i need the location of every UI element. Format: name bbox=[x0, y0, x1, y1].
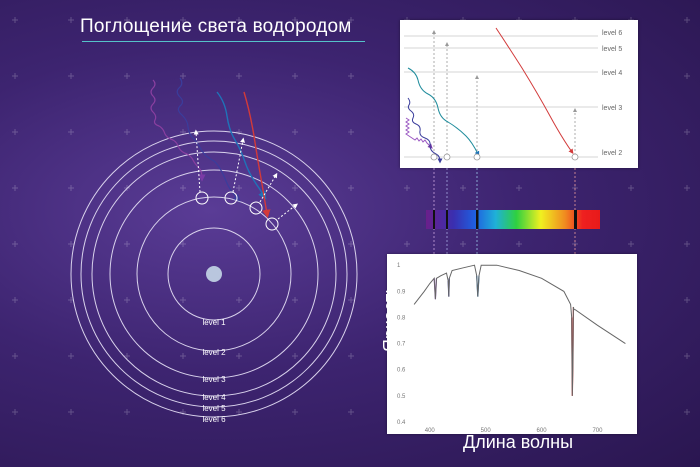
y-tick-label: 1 bbox=[397, 263, 401, 269]
orbit-level-1 bbox=[167, 227, 261, 321]
energy-level-3-label: level 3 bbox=[602, 105, 622, 112]
electron bbox=[195, 191, 209, 205]
energy-level-6-label: level 6 bbox=[602, 30, 622, 37]
y-tick-label: 0.5 bbox=[397, 394, 406, 400]
page-title: Поглощение света водородом bbox=[80, 16, 352, 37]
energy-level-2-label: level 2 bbox=[602, 150, 622, 157]
y-axis-title: Яркость bbox=[380, 284, 400, 352]
absorption-spectrum-bar bbox=[426, 210, 600, 229]
x-tick-label: 600 bbox=[537, 428, 548, 434]
y-tick-label: 0.9 bbox=[397, 289, 406, 295]
mini-photon-cyan bbox=[407, 67, 480, 157]
electron-marker bbox=[443, 153, 451, 161]
atom-level-2-label: level 2 bbox=[202, 348, 226, 357]
absorption-line-red bbox=[574, 210, 577, 229]
absorption-line-violet bbox=[433, 210, 435, 229]
electron bbox=[224, 191, 238, 205]
orbit-level-6 bbox=[70, 130, 358, 418]
x-tick-label: 400 bbox=[425, 428, 436, 434]
absorption-line-indigo bbox=[446, 210, 448, 229]
y-tick-label: 0.4 bbox=[397, 420, 406, 426]
orbit-level-5 bbox=[80, 140, 348, 408]
absorption-line-cyan bbox=[476, 210, 479, 229]
brightness-line bbox=[413, 264, 626, 396]
mini-photon-violet bbox=[405, 117, 433, 149]
brightness-chart-panel: 0.4 0.5 0.6 0.7 0.8 0.9 1 400 500 600 700 bbox=[387, 254, 637, 434]
y-tick-label: 0.6 bbox=[397, 368, 406, 374]
electron-marker bbox=[571, 153, 579, 161]
energy-level-diagram: level 6 level 5 level 4 level 3 level 2 bbox=[404, 27, 622, 164]
energy-level-5-label: level 5 bbox=[602, 46, 622, 53]
mini-photon-indigo bbox=[407, 97, 443, 164]
x-tick-label: 700 bbox=[592, 428, 603, 434]
atom-level-6-label: level 6 bbox=[202, 415, 226, 424]
x-tick-label: 500 bbox=[481, 428, 492, 434]
atom-level-1-label: level 1 bbox=[202, 318, 226, 327]
photon-indigo bbox=[176, 77, 241, 202]
atom-level-4-label: level 4 bbox=[202, 393, 226, 402]
excitation-arrow bbox=[232, 137, 245, 193]
orbit-level-3 bbox=[109, 169, 319, 379]
atom-diagram: level 1 level 2 level 3 level 4 level 5 … bbox=[70, 77, 358, 424]
electron bbox=[265, 217, 279, 231]
spectrum-gradient bbox=[426, 210, 600, 229]
electron-marker bbox=[473, 153, 481, 161]
atom-level-3-label: level 3 bbox=[202, 375, 226, 384]
electron bbox=[249, 201, 263, 215]
electron-marker bbox=[430, 153, 438, 161]
orbit-level-4 bbox=[91, 151, 337, 397]
mini-photon-red bbox=[495, 27, 574, 155]
photon-cyan bbox=[216, 91, 267, 200]
energy-level-4-label: level 4 bbox=[602, 70, 622, 77]
title-underline bbox=[82, 41, 365, 42]
photon-violet bbox=[150, 79, 206, 182]
brightness-chart: 0.4 0.5 0.6 0.7 0.8 0.9 1 400 500 600 700 bbox=[397, 263, 626, 434]
atom-level-5-label: level 5 bbox=[202, 404, 226, 413]
nucleus bbox=[206, 266, 222, 282]
y-tick-label: 0.8 bbox=[397, 315, 406, 321]
x-axis-title: Длина волны bbox=[463, 432, 574, 452]
y-tick-label: 0.7 bbox=[397, 342, 406, 348]
excitation-arrow bbox=[259, 172, 278, 203]
orbit-level-2 bbox=[136, 196, 292, 352]
photon-red bbox=[243, 91, 271, 219]
energy-level-panel: level 6 level 5 level 4 level 3 level 2 bbox=[400, 20, 638, 168]
